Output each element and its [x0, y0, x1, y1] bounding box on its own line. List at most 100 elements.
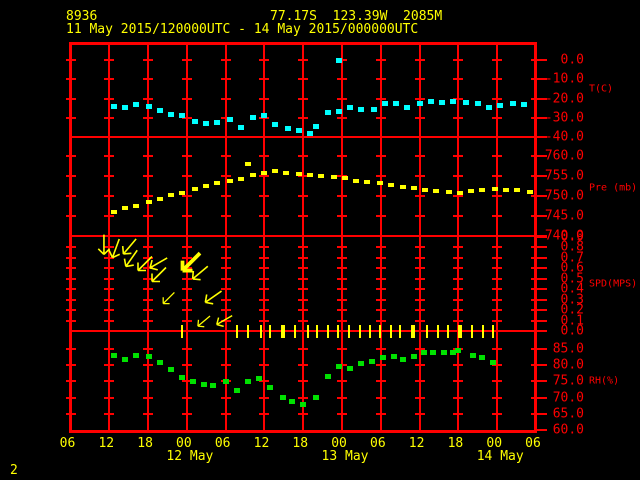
grid-tick-cross	[492, 97, 503, 100]
grid-tick-cross	[531, 246, 541, 249]
grid-tick-cross	[104, 348, 115, 350]
grid-tick-cross	[220, 288, 231, 291]
humidity-point	[369, 358, 376, 364]
humidity-point	[289, 399, 296, 405]
grid-tick-cross	[453, 155, 464, 157]
grid-tick-cross	[492, 175, 503, 177]
axis-tick-mark	[537, 330, 547, 332]
grid-tick-cross	[492, 267, 503, 270]
axis-tick-mark	[537, 277, 547, 280]
wind-arrow-icon	[114, 234, 142, 265]
pressure-point	[245, 162, 252, 166]
wind-arrow-icon	[141, 248, 174, 283]
grid-tick-cross	[414, 267, 425, 270]
axis-tick-mark	[537, 59, 547, 61]
temperature-point	[307, 130, 314, 136]
temperature-point	[145, 104, 152, 109]
grid-tick-cross	[65, 155, 76, 157]
grid-tick-cross	[337, 309, 348, 312]
page-number: 2	[10, 463, 18, 478]
grid-tick-cross	[220, 256, 231, 259]
humidity-point	[324, 373, 331, 379]
grid-tick-cross	[414, 380, 425, 383]
axis-tick-label: 0.7	[560, 250, 584, 266]
grid-tick-cross	[531, 277, 541, 280]
wind-calm-staff	[236, 325, 239, 338]
grid-tick-cross	[220, 348, 231, 350]
grid-vline	[341, 45, 344, 430]
grid-vline	[69, 45, 72, 430]
grid-tick-cross	[143, 288, 154, 291]
grid-tick-cross	[375, 364, 386, 367]
grid-tick-cross	[375, 246, 386, 249]
wind-calm-staff	[247, 325, 250, 338]
grid-tick-cross	[143, 155, 154, 157]
grid-tick-cross	[375, 380, 386, 383]
grid-tick-cross	[337, 267, 348, 270]
grid-tick-cross	[104, 380, 115, 383]
grid-tick-cross	[414, 175, 425, 177]
panel-divider	[72, 330, 534, 332]
grid-tick-cross	[453, 396, 464, 399]
axis-tick-label: 745.0	[544, 208, 584, 224]
grid-tick-cross	[181, 277, 192, 280]
grid-tick-cross	[453, 195, 464, 197]
wind-arrow-icon	[208, 306, 237, 337]
grid-tick-cross	[531, 175, 541, 177]
humidity-point	[300, 402, 307, 408]
grid-tick-cross	[531, 380, 541, 383]
temperature-point	[260, 113, 267, 119]
pressure-point	[307, 172, 314, 177]
grid-tick-cross	[414, 412, 425, 415]
grid-tick-cross	[65, 298, 76, 301]
grid-tick-cross	[492, 298, 503, 301]
grid-tick-cross	[181, 195, 192, 197]
humidity-point	[168, 367, 175, 373]
grid-tick-cross	[337, 59, 348, 61]
grid-tick-cross	[298, 298, 309, 301]
pressure-point	[399, 184, 406, 189]
grid-tick-cross	[337, 288, 348, 291]
axis-tick-mark	[537, 380, 547, 383]
pressure-point	[122, 206, 129, 210]
axis-tick-label: 740.0	[544, 228, 584, 244]
axis-tick-mark	[537, 319, 547, 322]
wind-calm-staff	[316, 325, 319, 338]
axis-tick-label: 0.2	[560, 302, 584, 318]
temperature-point	[427, 99, 434, 104]
grid-tick-cross	[531, 348, 541, 350]
grid-tick-cross	[414, 195, 425, 197]
grid-tick-cross	[337, 319, 348, 322]
grid-tick-cross	[143, 78, 154, 81]
humidity-point	[210, 382, 217, 388]
temperature-point	[122, 104, 129, 110]
grid-tick-cross	[453, 59, 464, 61]
axis-tick-mark	[537, 175, 547, 177]
axis-tick-label: 0.0	[560, 52, 584, 68]
grid-tick-cross	[143, 215, 154, 217]
axis-tick-label: 75.0	[552, 373, 584, 389]
temperature-point	[110, 104, 117, 109]
grid-tick-cross	[220, 309, 231, 312]
grid-tick-cross	[298, 277, 309, 280]
grid-tick-cross	[337, 277, 348, 280]
grid-tick-cross	[531, 78, 541, 81]
pressure-point	[514, 188, 521, 192]
humidity-point	[110, 353, 117, 359]
wind-calm-staff	[269, 325, 272, 338]
pressure-point	[526, 190, 533, 194]
grid-tick-cross	[143, 59, 154, 61]
axis-tick-label: 0.3	[560, 292, 584, 308]
grid-tick-cross	[375, 155, 386, 157]
axis-tick-mark	[537, 97, 547, 100]
axis-tick-mark	[537, 78, 547, 81]
temperature-point	[156, 108, 163, 114]
grid-tick-cross	[259, 175, 270, 177]
grid-tick-cross	[181, 348, 192, 350]
hour-label: 06	[214, 436, 231, 451]
hour-label: 12	[98, 436, 115, 451]
grid-tick-cross	[492, 309, 503, 312]
grid-tick-cross	[220, 396, 231, 399]
grid-tick-cross	[143, 364, 154, 367]
grid-tick-cross	[492, 256, 503, 259]
